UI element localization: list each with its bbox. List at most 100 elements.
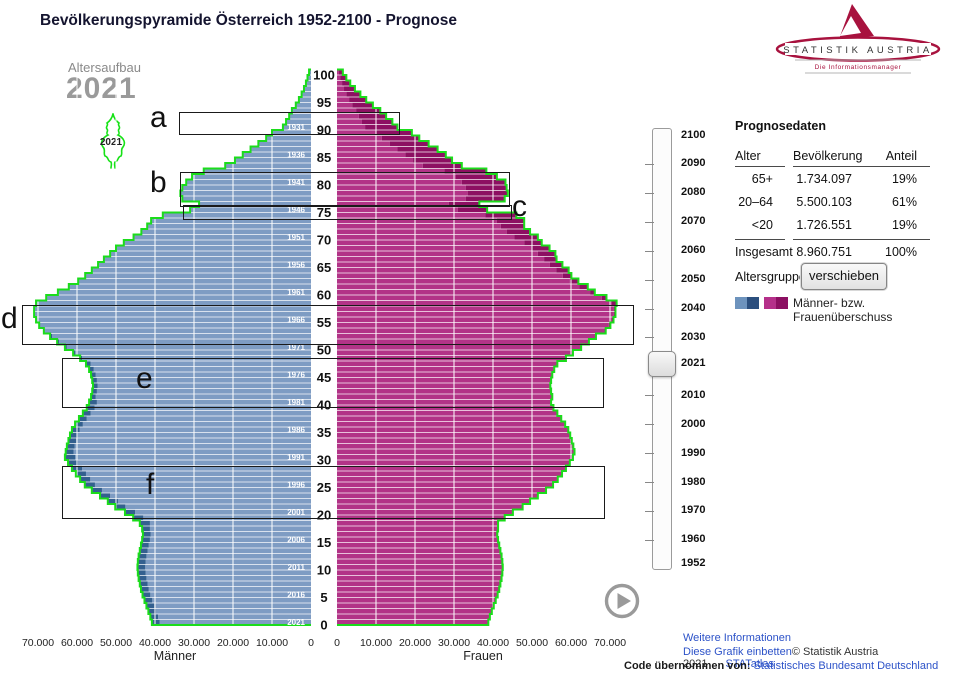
- svg-text:1966: 1966: [287, 316, 305, 325]
- footer-line-3: Code übernommen von: Statistisches Bunde…: [624, 660, 938, 672]
- female-outline: [337, 68, 618, 626]
- logo-ellipse: [775, 36, 941, 62]
- svg-text:60: 60: [317, 288, 331, 303]
- mini-pyramid-year: 2021: [100, 137, 123, 148]
- panel-title: Prognosedaten: [735, 119, 826, 133]
- chart-year: 2021: [66, 72, 137, 105]
- slider-year-2040: 2040: [681, 302, 706, 315]
- page-title: Bevölkerungspyramide Österreich 1952-210…: [40, 12, 457, 29]
- svg-text:2016: 2016: [287, 591, 305, 600]
- cohort-labels: 2021 2016 2011 2006 2001 1996 1991 1986 1981 1976…: [287, 123, 305, 627]
- annotation-letter-c: c: [512, 190, 527, 223]
- svg-text:65: 65: [317, 260, 331, 275]
- table-total-anteil: 100%: [885, 245, 917, 259]
- slider-tick: [645, 424, 654, 426]
- slider-tick: [645, 308, 654, 310]
- slider-tick: [645, 250, 654, 252]
- code-source-prefix: Code übernommen von:: [624, 660, 754, 672]
- slider-year-1980: 1980: [681, 475, 706, 488]
- play-button[interactable]: [602, 581, 642, 621]
- svg-text:2006: 2006: [287, 536, 305, 545]
- svg-text:30: 30: [317, 453, 331, 468]
- table-row-bev: 5.500.103: [796, 195, 852, 209]
- slider-year-2080: 2080: [681, 186, 706, 199]
- svg-text:0: 0: [334, 637, 340, 649]
- svg-text:100: 100: [313, 68, 335, 83]
- svg-text:1931: 1931: [287, 123, 305, 132]
- slider-year-1990: 1990: [681, 446, 706, 459]
- svg-text:10: 10: [317, 563, 331, 578]
- svg-text:80: 80: [317, 178, 331, 193]
- col-header-bevoelkerung: Bevölkerung: [793, 149, 863, 163]
- svg-text:50.000: 50.000: [100, 637, 132, 649]
- table-row-anteil: 61%: [891, 195, 917, 209]
- statatlas-link[interactable]: STATatlas: [725, 658, 774, 670]
- logo-wordmark: STATISTIK AUSTRIA: [783, 45, 932, 56]
- table-row-alter: <20: [751, 218, 773, 232]
- legend-swatch-female: [764, 297, 776, 309]
- weitere-informationen-link[interactable]: Weitere Informationen: [683, 632, 792, 644]
- annotation-letter-a: a: [150, 101, 167, 134]
- table-rule: [793, 239, 930, 240]
- svg-text:30.000: 30.000: [438, 637, 470, 649]
- slider-tick: [645, 221, 654, 223]
- svg-text:1976: 1976: [287, 371, 305, 380]
- svg-text:10.000: 10.000: [256, 637, 288, 649]
- svg-text:1951: 1951: [287, 233, 305, 242]
- svg-text:50: 50: [317, 343, 331, 358]
- table-rule: [735, 239, 785, 240]
- verschieben-button[interactable]: verschieben: [801, 263, 887, 290]
- slider-year-1960: 1960: [681, 533, 706, 546]
- svg-text:1986: 1986: [287, 426, 305, 435]
- svg-text:15: 15: [317, 535, 331, 550]
- slider-tick: [645, 453, 654, 455]
- annotation-letter-f: f: [146, 468, 155, 501]
- chart-caption: Altersaufbau: [68, 60, 141, 75]
- legend-swatch-male-surplus: [747, 297, 759, 309]
- slider-year-2090: 2090: [681, 157, 706, 170]
- svg-text:0: 0: [308, 637, 314, 649]
- code-source-link[interactable]: Statistisches Bundesamt Deutschland: [753, 660, 939, 672]
- legend-label: Männer- bzw. Frauenüberschuss: [793, 296, 893, 324]
- svg-text:35: 35: [317, 425, 331, 440]
- annotation-rect-f: [62, 466, 605, 519]
- col-header-alter: Alter: [735, 149, 761, 163]
- copyright-text: © Statistik Austria 2021: [683, 646, 879, 670]
- svg-text:1956: 1956: [287, 261, 305, 270]
- table-row-anteil: 19%: [891, 172, 917, 186]
- axis-label-women: Frauen: [463, 649, 503, 663]
- col-header-anteil: Anteil: [885, 149, 917, 163]
- svg-text:85: 85: [317, 150, 331, 165]
- x-axis-labels: 70.000 60.000 50.000 40.000 30.000 20.000 10.0…: [22, 637, 626, 649]
- annotation-letter-e: e: [136, 362, 153, 395]
- grafik-einbetten-link[interactable]: Diese Grafik einbetten: [683, 646, 792, 658]
- svg-text:20.000: 20.000: [217, 637, 249, 649]
- table-total-bev: 8.960.751: [796, 245, 852, 259]
- svg-text:50.000: 50.000: [516, 637, 548, 649]
- svg-text:20.000: 20.000: [399, 637, 431, 649]
- table-row-alter: 65+: [751, 172, 773, 186]
- svg-text:2021: 2021: [287, 618, 305, 627]
- altersgruppen-label: Altersgruppen: [735, 270, 813, 284]
- slider-year-2050: 2050: [681, 273, 706, 286]
- svg-text:40.000: 40.000: [139, 637, 171, 649]
- year-slider-track[interactable]: [652, 128, 672, 570]
- slider-year-2100: 2100: [681, 128, 706, 141]
- slider-tick: [645, 511, 654, 512]
- svg-text:1961: 1961: [287, 288, 305, 297]
- slider-year-2010: 2010: [681, 388, 706, 401]
- slider-year-2000: 2000: [681, 417, 706, 430]
- slider-year-1970: 1970: [681, 504, 706, 517]
- svg-text:30.000: 30.000: [178, 637, 210, 649]
- svg-text:95: 95: [317, 95, 331, 110]
- legend-swatch-female-surplus: [776, 297, 788, 309]
- svg-text:40.000: 40.000: [477, 637, 509, 649]
- age-axis-labels: 0510152025303540455055606570758085909510…: [313, 68, 335, 633]
- svg-text:45: 45: [317, 370, 331, 385]
- slider-tick: [645, 192, 654, 194]
- svg-text:1971: 1971: [287, 343, 305, 352]
- year-slider-handle[interactable]: [648, 351, 676, 378]
- svg-text:60.000: 60.000: [61, 637, 93, 649]
- table-total-label: Insgesamt: [735, 245, 793, 259]
- slider-tick: [645, 482, 654, 483]
